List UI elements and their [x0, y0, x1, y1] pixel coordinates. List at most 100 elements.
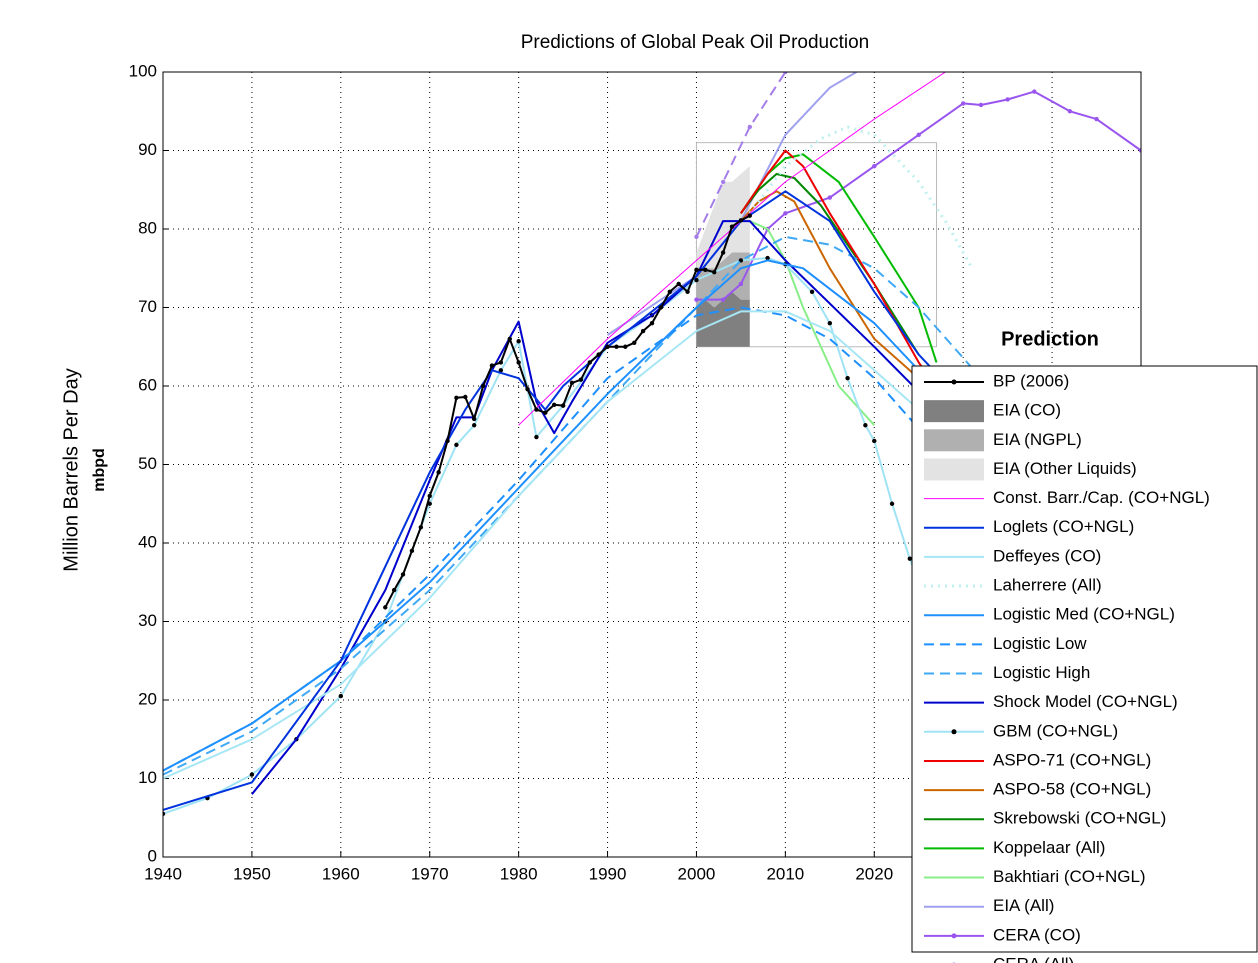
marker — [498, 368, 504, 373]
marker — [783, 72, 788, 75]
legend-label: Logistic Low — [993, 634, 1087, 653]
marker — [507, 336, 512, 342]
marker — [391, 587, 397, 593]
marker — [163, 811, 166, 817]
marker — [738, 258, 744, 263]
marker — [694, 234, 699, 240]
line — [163, 259, 964, 772]
marker — [809, 289, 815, 294]
y-tick-label: 90 — [138, 140, 157, 159]
y-tick-label: 0 — [148, 846, 157, 865]
legend-swatch — [924, 400, 984, 423]
y-tick-label: 30 — [138, 611, 157, 630]
marker — [720, 179, 726, 185]
y-tick-label: 40 — [138, 532, 157, 551]
y-tick-label: 20 — [138, 689, 157, 708]
line — [163, 310, 938, 780]
legend-label: ASPO-58 (CO+NGL) — [993, 780, 1151, 799]
marker — [667, 289, 672, 294]
marker — [383, 605, 388, 610]
line — [740, 149, 965, 426]
legend-label: GBM (CO+NGL) — [993, 721, 1118, 740]
legend-label: Logistic Med (CO+NGL) — [993, 605, 1175, 624]
marker — [720, 297, 726, 302]
marker — [427, 493, 432, 499]
x-tick-label: 1960 — [322, 864, 360, 883]
marker — [738, 281, 744, 287]
marker — [249, 772, 255, 777]
marker — [587, 360, 592, 365]
legend-label: EIA (NGPL) — [993, 430, 1082, 449]
plot-area — [163, 72, 1141, 817]
marker — [712, 269, 717, 275]
marker — [1005, 97, 1010, 102]
legend-label: BP (2006) — [993, 371, 1069, 390]
line — [749, 220, 876, 426]
marker — [1067, 109, 1073, 114]
marker — [640, 328, 646, 334]
marker — [694, 297, 699, 302]
marker — [1138, 148, 1141, 153]
marker — [525, 386, 530, 392]
marker — [907, 556, 913, 561]
legend-label: EIA (CO) — [993, 401, 1061, 420]
marker — [676, 281, 681, 287]
y-tick-label: 70 — [138, 297, 157, 316]
marker — [747, 213, 752, 218]
marker — [1094, 116, 1099, 122]
marker — [543, 410, 548, 415]
legend-label: ASPO-71 (CO+NGL) — [993, 750, 1151, 769]
marker — [400, 572, 406, 577]
legend-label: Loglets (CO+NGL) — [993, 517, 1134, 536]
marker — [409, 548, 415, 554]
legend-swatch — [924, 429, 984, 452]
chart-title: Predictions of Global Peak Oil Productio… — [521, 32, 870, 53]
marker — [516, 339, 521, 344]
x-tick-label: 1980 — [500, 864, 538, 883]
marker — [498, 360, 504, 365]
marker — [694, 277, 699, 283]
marker — [471, 416, 477, 422]
x-tick-label: 2000 — [678, 864, 716, 883]
legend-title: Prediction — [1001, 328, 1099, 350]
marker — [596, 352, 601, 357]
line — [384, 214, 751, 608]
marker — [658, 305, 664, 310]
marker — [516, 360, 521, 365]
line — [163, 190, 964, 811]
line — [748, 125, 974, 270]
y-tick-label: 60 — [138, 375, 157, 394]
legend-label: Const. Barr./Cap. (CO+NGL) — [993, 488, 1210, 507]
marker — [845, 375, 850, 381]
line — [163, 235, 982, 776]
x-tick-label: 1970 — [411, 864, 449, 883]
marker — [480, 383, 486, 389]
marker — [471, 423, 477, 428]
legend-label: Laherrere (All) — [993, 576, 1102, 595]
legend-swatch — [924, 458, 984, 481]
marker — [534, 407, 539, 412]
x-tick-label: 1940 — [144, 864, 182, 883]
marker — [872, 164, 877, 169]
legend-label: Koppelaar (All) — [993, 838, 1105, 857]
x-tick-label: 1990 — [589, 864, 627, 883]
marker — [578, 377, 584, 382]
marker — [614, 344, 619, 349]
marker — [454, 442, 459, 448]
legend-marker — [951, 933, 957, 939]
y-axis-sublabel: mbpd — [91, 448, 108, 492]
marker — [703, 267, 708, 273]
marker — [489, 363, 495, 368]
marker — [694, 267, 699, 273]
marker — [738, 218, 744, 223]
marker — [827, 195, 833, 200]
marker — [889, 501, 895, 506]
marker — [569, 380, 575, 386]
marker — [783, 211, 788, 216]
marker — [720, 250, 726, 255]
marker — [827, 321, 833, 326]
legend-label: Logistic High — [993, 663, 1090, 682]
marker — [863, 423, 868, 428]
